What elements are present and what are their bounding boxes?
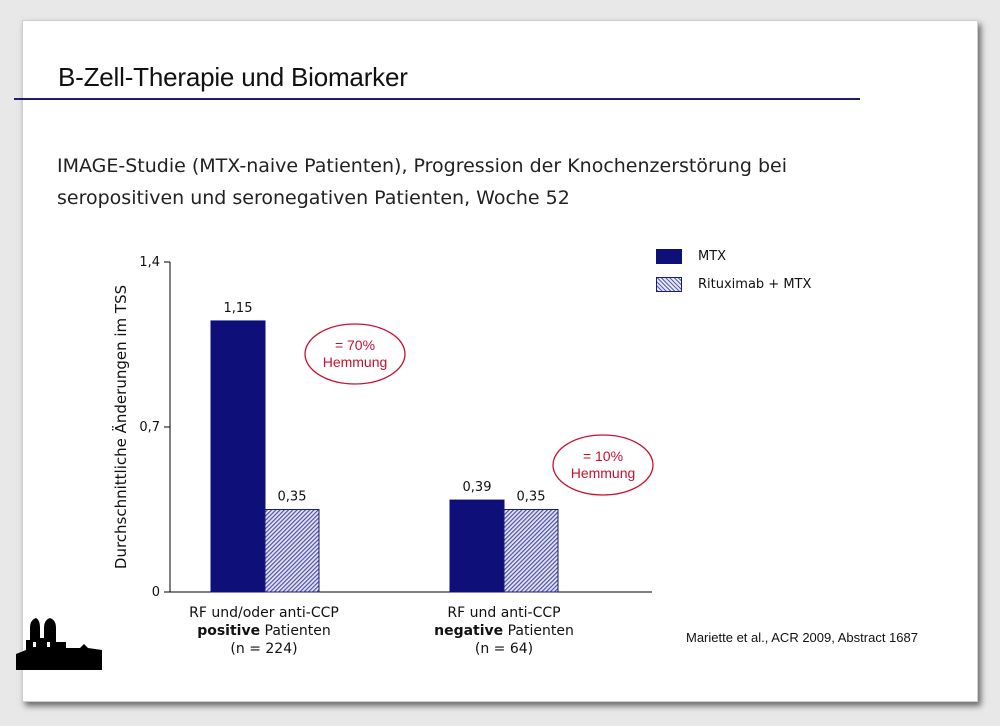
category-label-positive-bold: positive xyxy=(197,623,261,639)
inhibition-label: Hemmung xyxy=(571,465,636,481)
legend-label-mtx: MTX xyxy=(698,248,727,264)
bar-mtx-0 xyxy=(210,320,266,593)
category-label-negative-rest: Patienten xyxy=(503,623,574,639)
frauenkirche-silhouette-icon xyxy=(16,618,102,670)
slide-title: B-Zell-Therapie und Biomarker xyxy=(58,62,408,92)
bar-mtx-1 xyxy=(449,499,505,593)
y-tick-label: 0 xyxy=(152,585,160,600)
bar-value-label: 0,35 xyxy=(278,490,307,505)
category-label-negative: RF und anti-CCP negative Patienten (n = … xyxy=(384,604,624,658)
bar-rituximab-1 xyxy=(503,509,559,593)
category-label-positive-line2: positive Patienten xyxy=(144,622,384,640)
category-label-positive-n: (n = 224) xyxy=(230,641,298,657)
inhibition-ellipse xyxy=(304,323,406,385)
category-label-negative-bold: negative xyxy=(434,623,504,639)
bar-rituximab-0 xyxy=(264,509,320,593)
bar-value-label: 0,39 xyxy=(463,480,492,495)
inhibition-percent: = 10% xyxy=(583,448,623,464)
bar-value-label: 1,15 xyxy=(224,301,253,316)
y-axis-label: Durchschnittliche Änderungen im TSS xyxy=(111,285,130,569)
slide-subtitle: IMAGE-Studie (MTX-naive Patienten), Prog… xyxy=(57,155,788,209)
category-label-negative-line2: negative Patienten xyxy=(384,622,624,640)
inhibition-percent: = 70% xyxy=(335,337,375,353)
inhibition-ellipse xyxy=(552,434,654,496)
category-label-negative-line1: RF und anti-CCP xyxy=(447,605,561,621)
category-label-positive-rest: Patienten xyxy=(260,623,331,639)
chart-legend: MTX Rituximab + MTX xyxy=(656,242,811,298)
bar-value-label: 0,35 xyxy=(517,490,546,505)
y-tick-label: 0,7 xyxy=(139,420,160,435)
legend-item-mtx: MTX xyxy=(656,242,811,270)
legend-swatch-mtx xyxy=(656,248,682,264)
y-tick-label: 1,4 xyxy=(139,255,160,270)
category-label-positive: RF und/oder anti-CCP positive Patienten … xyxy=(144,604,384,658)
legend-swatch-rituximab xyxy=(656,276,682,292)
category-label-negative-n: (n = 64) xyxy=(474,641,534,657)
inhibition-label: Hemmung xyxy=(323,354,388,370)
legend-item-rituximab: Rituximab + MTX xyxy=(656,270,811,298)
title-underline xyxy=(14,98,860,100)
legend-label-rituximab: Rituximab + MTX xyxy=(698,276,812,292)
category-label-positive-line1: RF und/oder anti-CCP xyxy=(189,605,339,621)
citation: Mariette et al., ACR 2009, Abstract 1687 xyxy=(686,630,918,645)
